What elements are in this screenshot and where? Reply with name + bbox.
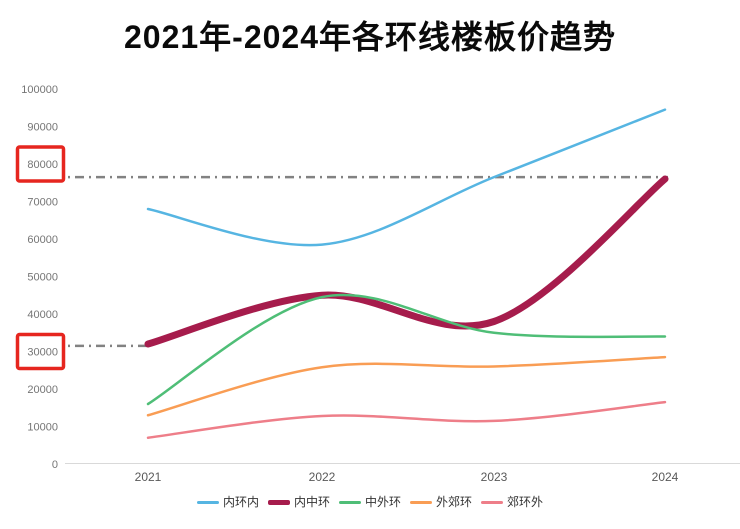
legend-item-内中环[interactable]: 内中环	[267, 495, 330, 509]
y-tick-label: 40000	[27, 309, 58, 321]
y-tick-label: 0	[52, 459, 58, 471]
y-tick-label: 90000	[27, 122, 58, 134]
y-tick-label: 20000	[27, 384, 58, 396]
y-tick-label: 70000	[27, 197, 58, 209]
legend-item-外郊环[interactable]: 外郊环	[410, 495, 472, 509]
legend-line-swatch	[481, 500, 504, 504]
x-tick-label: 2023	[481, 470, 508, 484]
y-tick-label: 80000	[27, 159, 58, 171]
series-line-内中环	[144, 175, 669, 348]
legend-line-swatch	[410, 500, 432, 504]
x-tick-label: 2024	[652, 470, 679, 484]
y-tick-label: 30000	[27, 347, 58, 359]
y-tick-label: 10000	[27, 422, 58, 434]
chart-title: 2021年-2024年各环线楼板价趋势	[123, 19, 617, 55]
series-line-中外环	[146, 293, 667, 406]
series-line-郊环外	[146, 400, 667, 439]
legend-label: 内环内	[222, 495, 259, 509]
x-tick-label: 2022	[309, 470, 336, 484]
legend-line-swatch	[196, 500, 219, 504]
legend-item-内环内[interactable]: 内环内	[196, 495, 259, 509]
highlight-box-80000	[15, 145, 66, 183]
series-line-外郊环	[146, 355, 667, 417]
legend-line-swatch	[267, 499, 290, 505]
legend-label: 内中环	[293, 495, 330, 509]
legend-line-swatch	[338, 500, 361, 504]
legend-item-中外环[interactable]: 中外环	[338, 495, 401, 509]
legend-item-郊环外[interactable]: 郊环外	[481, 495, 543, 509]
series-line-内环内	[146, 108, 667, 247]
y-tick-label: 50000	[27, 272, 58, 284]
highlight-box-30000	[15, 332, 66, 371]
y-tick-label: 100000	[21, 84, 58, 96]
x-tick-label: 2021	[135, 470, 162, 484]
chart-legend: 内环内 内中环 中外环 外郊环 郊环外	[0, 495, 740, 509]
legend-label: 外郊环	[436, 495, 473, 509]
legend-label: 中外环	[364, 495, 401, 509]
y-tick-label: 60000	[27, 234, 58, 246]
legend-label: 郊环外	[507, 495, 544, 509]
